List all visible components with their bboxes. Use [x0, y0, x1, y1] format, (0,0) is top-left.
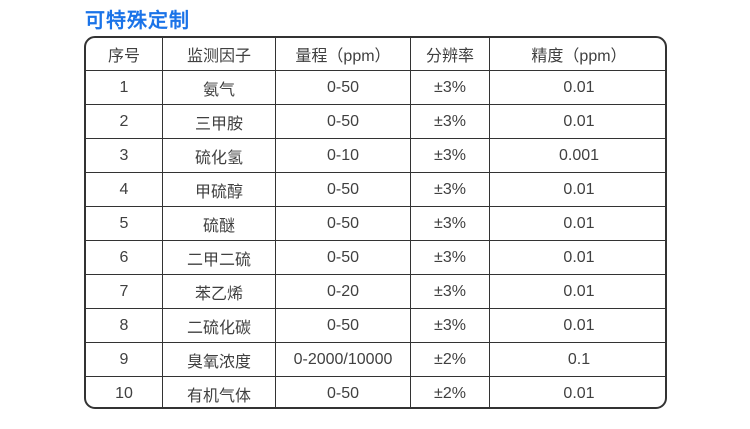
column-header: 量程（ppm） — [275, 38, 411, 71]
cell-range: 0-20 — [275, 274, 411, 309]
table-row: 10 有机气体 0-50 ±2% 0.01 — [86, 376, 665, 407]
cell-index: 10 — [86, 376, 163, 407]
cell-range: 0-50 — [275, 172, 411, 207]
cell-precision: 0.01 — [489, 172, 665, 207]
cell-resolution: ±3% — [410, 172, 490, 207]
cell-resolution: ±3% — [410, 138, 490, 173]
cell-resolution: ±3% — [410, 274, 490, 309]
table-row: 3 硫化氢 0-10 ±3% 0.001 — [86, 138, 665, 173]
cell-range: 0-50 — [275, 308, 411, 343]
cell-resolution: ±3% — [410, 104, 490, 139]
table-row: 8 二硫化碳 0-50 ±3% 0.01 — [86, 308, 665, 343]
column-header: 监测因子 — [162, 38, 276, 71]
cell-factor: 有机气体 — [162, 376, 276, 407]
cell-index: 4 — [86, 172, 163, 207]
cell-precision: 0.01 — [489, 206, 665, 241]
cell-factor: 氨气 — [162, 70, 276, 105]
cell-factor: 硫化氢 — [162, 138, 276, 173]
cell-precision: 0.01 — [489, 104, 665, 139]
cell-resolution: ±2% — [410, 342, 490, 377]
spec-table: 序号 监测因子 量程（ppm） 分辨率 精度（ppm） 1 氨气 0-50 ±3% 0.01 2 三… — [86, 38, 665, 407]
cell-range: 0-10 — [275, 138, 411, 173]
column-header: 精度（ppm） — [489, 38, 665, 71]
cell-factor: 甲硫醇 — [162, 172, 276, 207]
cell-resolution: ±3% — [410, 240, 490, 275]
cell-index: 6 — [86, 240, 163, 275]
cell-resolution: ±3% — [410, 206, 490, 241]
cell-precision: 0.001 — [489, 138, 665, 173]
cell-index: 1 — [86, 70, 163, 105]
table-row: 9 臭氧浓度 0-2000/10000 ±2% 0.1 — [86, 342, 665, 377]
cell-range: 0-50 — [275, 376, 411, 407]
cell-index: 3 — [86, 138, 163, 173]
cell-index: 8 — [86, 308, 163, 343]
cell-resolution: ±2% — [410, 376, 490, 407]
table-row: 1 氨气 0-50 ±3% 0.01 — [86, 70, 665, 105]
cell-range: 0-50 — [275, 240, 411, 275]
cell-range: 0-50 — [275, 70, 411, 105]
cell-resolution: ±3% — [410, 308, 490, 343]
cell-factor: 三甲胺 — [162, 104, 276, 139]
cell-range: 0-50 — [275, 206, 411, 241]
column-header: 分辨率 — [410, 38, 490, 71]
cell-index: 9 — [86, 342, 163, 377]
table-row: 6 二甲二硫 0-50 ±3% 0.01 — [86, 240, 665, 275]
cell-precision: 0.01 — [489, 376, 665, 407]
spec-table-container: 序号 监测因子 量程（ppm） 分辨率 精度（ppm） 1 氨气 0-50 ±3% 0.01 2 三… — [84, 36, 667, 409]
table-body: 1 氨气 0-50 ±3% 0.01 2 三甲胺 0-50 ±3% 0.01 3 硫化氢 0-10 ±3%… — [86, 70, 665, 407]
cell-factor: 二硫化碳 — [162, 308, 276, 343]
cell-precision: 0.01 — [489, 240, 665, 275]
cell-resolution: ±3% — [410, 70, 490, 105]
cell-index: 7 — [86, 274, 163, 309]
cell-index: 2 — [86, 104, 163, 139]
table-row: 7 苯乙烯 0-20 ±3% 0.01 — [86, 274, 665, 309]
cell-factor: 苯乙烯 — [162, 274, 276, 309]
cell-precision: 0.01 — [489, 308, 665, 343]
table-row: 2 三甲胺 0-50 ±3% 0.01 — [86, 104, 665, 139]
cell-range: 0-2000/10000 — [275, 342, 411, 377]
page-title: 可特殊定制 — [85, 10, 190, 32]
cell-factor: 二甲二硫 — [162, 240, 276, 275]
cell-precision: 0.01 — [489, 274, 665, 309]
cell-factor: 硫醚 — [162, 206, 276, 241]
header-row: 序号 监测因子 量程（ppm） 分辨率 精度（ppm） — [86, 38, 665, 71]
cell-index: 5 — [86, 206, 163, 241]
cell-precision: 0.1 — [489, 342, 665, 377]
table-row: 4 甲硫醇 0-50 ±3% 0.01 — [86, 172, 665, 207]
column-header: 序号 — [86, 38, 163, 71]
cell-precision: 0.01 — [489, 70, 665, 105]
cell-range: 0-50 — [275, 104, 411, 139]
table-row: 5 硫醚 0-50 ±3% 0.01 — [86, 206, 665, 241]
cell-factor: 臭氧浓度 — [162, 342, 276, 377]
